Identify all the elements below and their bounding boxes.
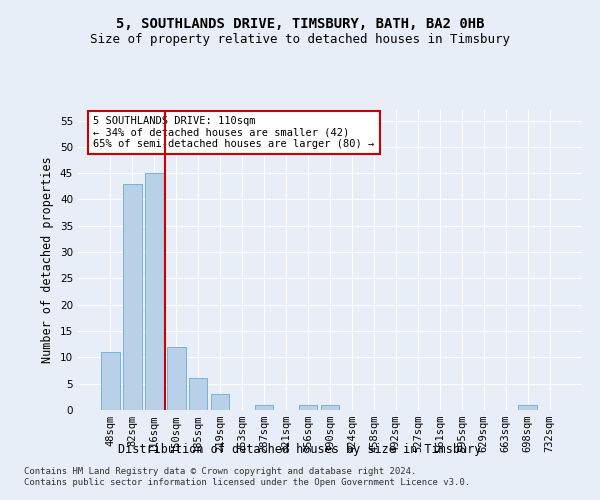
Bar <box>123 184 142 410</box>
Text: Contains HM Land Registry data © Crown copyright and database right 2024.
Contai: Contains HM Land Registry data © Crown c… <box>24 468 470 487</box>
Text: Size of property relative to detached houses in Timsbury: Size of property relative to detached ho… <box>90 32 510 46</box>
Bar <box>101 352 119 410</box>
Bar <box>211 394 229 410</box>
Bar <box>320 404 340 410</box>
Text: 5, SOUTHLANDS DRIVE, TIMSBURY, BATH, BA2 0HB: 5, SOUTHLANDS DRIVE, TIMSBURY, BATH, BA2… <box>116 18 484 32</box>
Bar <box>299 404 317 410</box>
Text: Distribution of detached houses by size in Timsbury: Distribution of detached houses by size … <box>118 442 482 456</box>
Text: 5 SOUTHLANDS DRIVE: 110sqm
← 34% of detached houses are smaller (42)
65% of semi: 5 SOUTHLANDS DRIVE: 110sqm ← 34% of deta… <box>93 116 374 149</box>
Y-axis label: Number of detached properties: Number of detached properties <box>41 156 55 364</box>
Bar <box>167 347 185 410</box>
Bar <box>518 404 537 410</box>
Bar <box>255 404 274 410</box>
Bar <box>189 378 208 410</box>
Bar <box>145 173 164 410</box>
